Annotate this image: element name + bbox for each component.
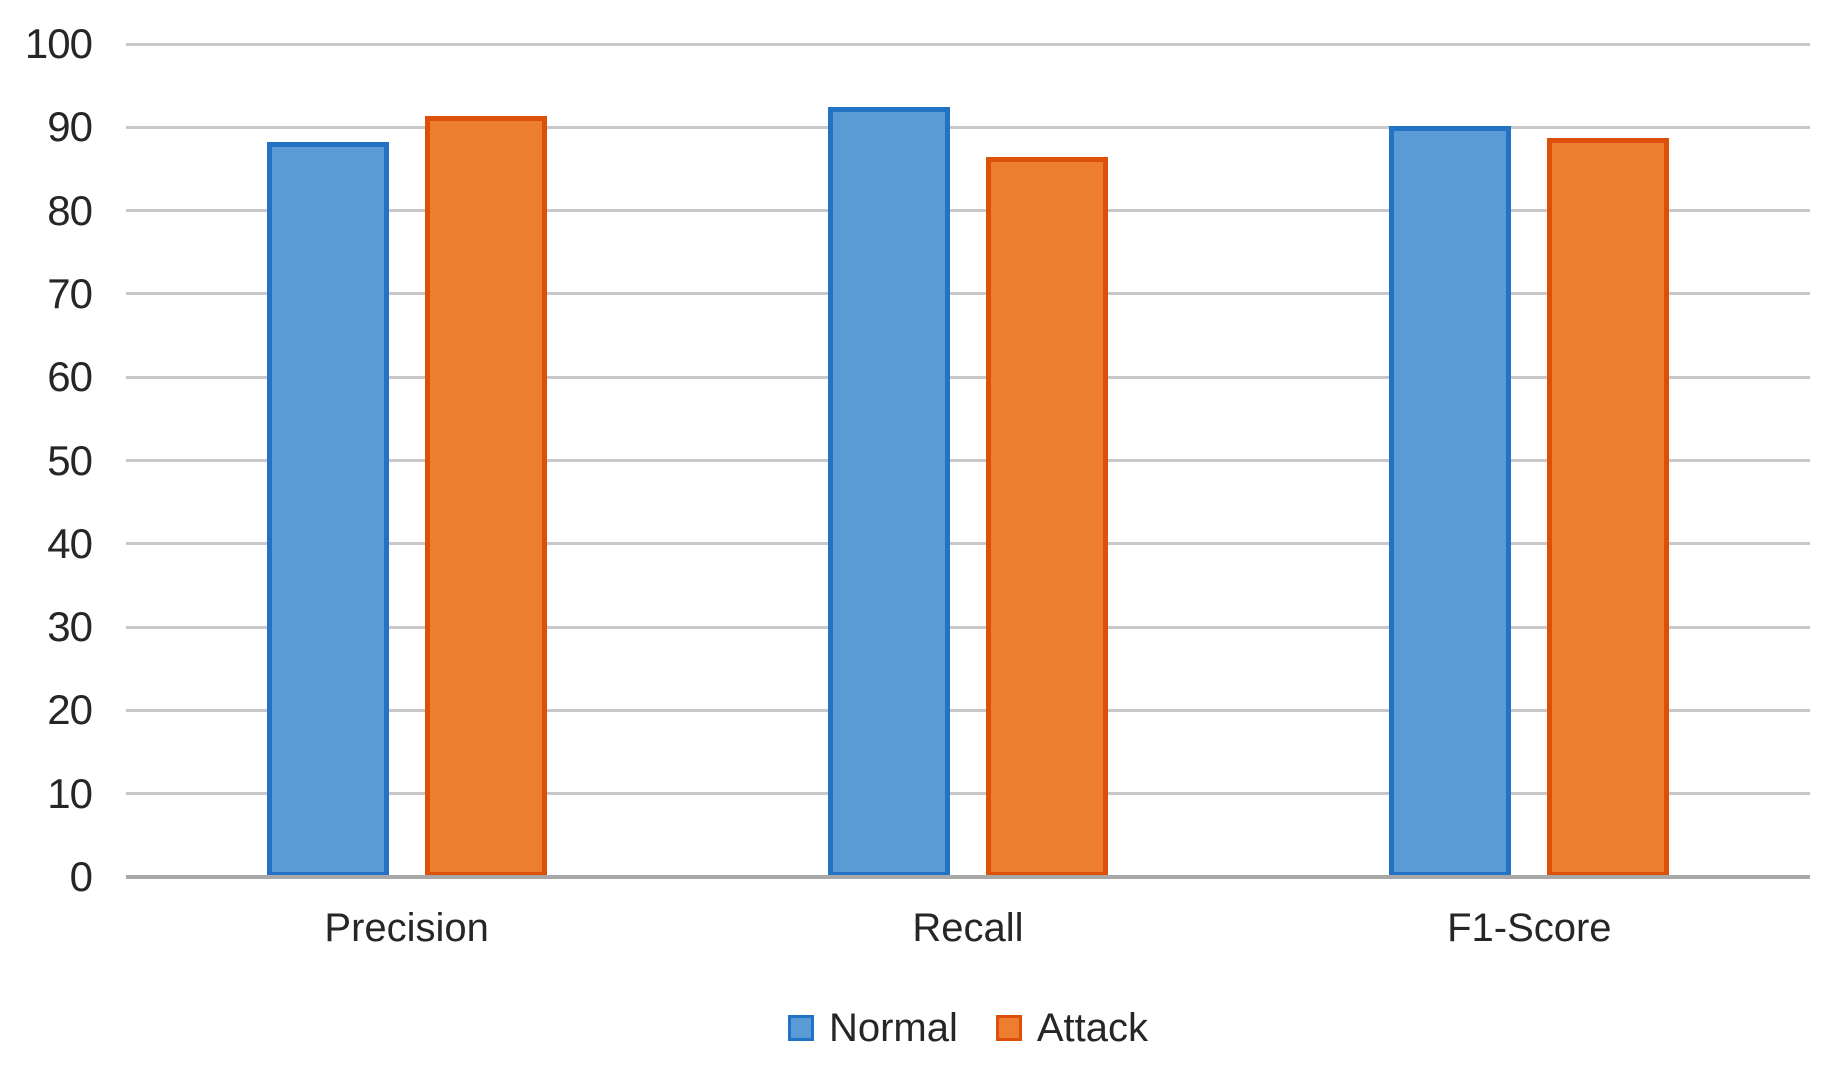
x-axis-baseline <box>126 875 1810 879</box>
x-axis-label-recall: Recall <box>912 906 1024 950</box>
y-tick-label-90: 90 <box>47 103 93 151</box>
bar-group-recall <box>687 44 1248 877</box>
bar-recall-normal <box>827 107 950 877</box>
y-tick-label-50: 50 <box>47 436 93 484</box>
legend-item-attack: Attack <box>995 1006 1149 1050</box>
y-gridline-30 <box>126 625 1810 629</box>
y-tick-label-80: 80 <box>47 186 93 234</box>
y-gridline-40 <box>126 542 1810 546</box>
y-tick-label-0: 0 <box>69 853 93 900</box>
y-tick-label-60: 60 <box>47 353 93 401</box>
plot-area <box>126 42 1810 879</box>
bar-precision-attack <box>424 115 547 877</box>
x-axis-label-f1-score: F1-Score <box>1447 906 1612 950</box>
y-gridline-100 <box>126 42 1810 46</box>
y-gridline-50 <box>126 459 1810 462</box>
y-gridline-70 <box>126 292 1810 296</box>
y-axis: 0 10 20 30 40 50 60 70 80 90 100 <box>0 23 93 898</box>
bar-recall-attack <box>985 157 1108 877</box>
legend-marker-icon <box>787 1015 814 1041</box>
y-tick-label-30: 30 <box>47 603 93 651</box>
y-gridline-20 <box>126 708 1810 712</box>
x-axis-label-precision: Precision <box>324 906 489 950</box>
legend: Normal Attack <box>126 1008 1810 1048</box>
bar-f1-score-attack <box>1547 138 1670 877</box>
bar-groups <box>126 44 1810 877</box>
y-gridline-10 <box>126 792 1810 796</box>
y-tick-label-40: 40 <box>47 519 93 567</box>
y-tick-label-20: 20 <box>47 686 93 734</box>
x-axis-labels: Precision Recall F1-Score <box>126 900 1810 956</box>
bar-group-precision <box>126 44 687 877</box>
bar-f1-score-normal <box>1389 126 1512 877</box>
legend-marker-icon <box>995 1015 1022 1041</box>
legend-label-normal: Normal <box>828 1006 958 1050</box>
y-tick-label-100: 100 <box>24 20 93 67</box>
legend-item-normal: Normal <box>787 1006 958 1050</box>
y-gridline-90 <box>126 125 1810 129</box>
y-gridline-60 <box>126 375 1810 379</box>
bar-precision-normal <box>266 142 389 877</box>
y-tick-label-70: 70 <box>47 269 93 317</box>
y-gridline-80 <box>126 209 1810 213</box>
legend-label-attack: Attack <box>1036 1006 1149 1050</box>
y-tick-label-10: 10 <box>47 769 93 817</box>
bar-group-f1-score <box>1249 44 1810 877</box>
